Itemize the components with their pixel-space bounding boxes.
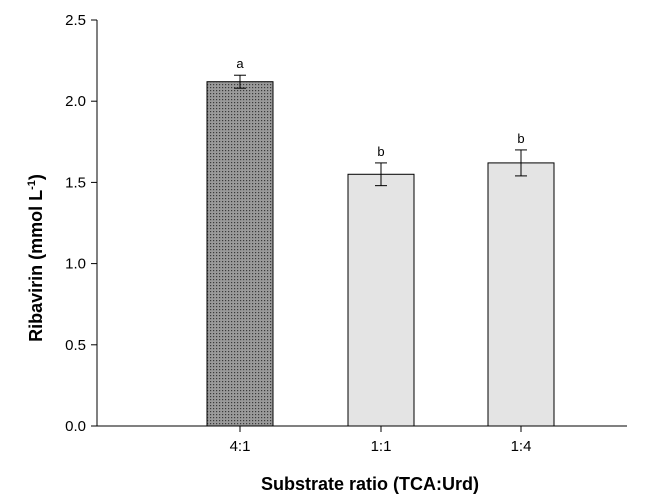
x-tick-label: 1:4 bbox=[511, 438, 532, 455]
y-tick-label: 0.5 bbox=[65, 337, 86, 354]
bar bbox=[487, 162, 555, 427]
y-tick-label: 2.5 bbox=[65, 12, 86, 29]
significance-label: b bbox=[377, 144, 384, 159]
y-tick-label: 2.0 bbox=[65, 93, 86, 110]
significance-label: a bbox=[236, 56, 244, 71]
labels: 4:1 a 1:1 b 1:4 b bbox=[230, 56, 532, 455]
y-tick-label: 0.0 bbox=[65, 418, 86, 435]
axes: 0.0 0.5 1.0 1.5 2.0 2.5 bbox=[65, 12, 627, 435]
y-axis-title: Ribavirin (mmol L-1) bbox=[26, 174, 46, 342]
x-tick-label: 4:1 bbox=[230, 438, 251, 455]
error-bars bbox=[234, 74, 527, 187]
bar bbox=[206, 81, 274, 427]
y-tick-label: 1.5 bbox=[65, 174, 86, 191]
y-tick-label: 1.0 bbox=[65, 256, 86, 273]
y-axis-title-main: Ribavirin (mmol L bbox=[26, 190, 46, 342]
y-axis-title-suffix: ) bbox=[26, 174, 46, 180]
bars bbox=[206, 81, 555, 427]
significance-label: b bbox=[517, 131, 524, 146]
x-tick-label: 1:1 bbox=[371, 438, 392, 455]
x-axis-title: Substrate ratio (TCA:Urd) bbox=[261, 474, 479, 494]
bar bbox=[347, 173, 415, 427]
y-axis-title-superscript: -1 bbox=[26, 180, 38, 190]
